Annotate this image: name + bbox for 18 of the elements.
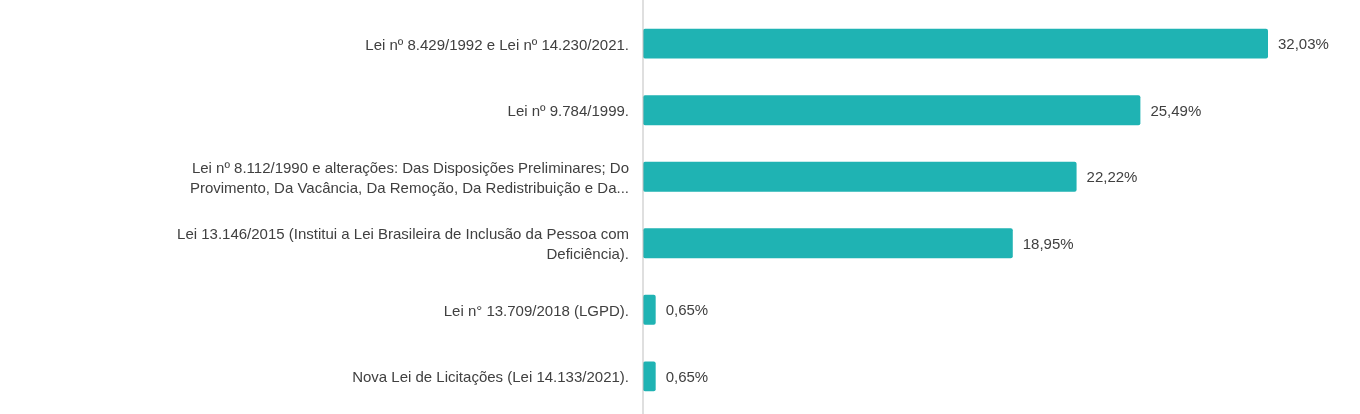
data-label: 32,03% bbox=[1278, 35, 1329, 53]
y-tick-label: Nova Lei de Licitações (Lei 14.133/2021). bbox=[352, 367, 629, 385]
bar bbox=[643, 28, 1268, 59]
y-tick-label: Lei nº 9.784/1999. bbox=[507, 101, 629, 119]
y-tick-label: Lei n° 13.709/2018 (LGPD). bbox=[443, 301, 629, 319]
y-tick-label: Lei 13.146/2015 (Institui a Lei Brasileira de Inclusão da Pessoa com Deficiência). bbox=[177, 224, 629, 262]
data-label: 0,65% bbox=[665, 301, 709, 319]
bar bbox=[643, 361, 656, 392]
data-label: 0,65% bbox=[665, 367, 709, 385]
data-label: 25,49% bbox=[1150, 101, 1202, 119]
y-tick-label: Lei nº 8.429/1992 e Lei nº 14.230/2021. bbox=[365, 35, 629, 53]
bar bbox=[643, 161, 1077, 192]
data-label: 22,22% bbox=[1086, 168, 1138, 186]
y-tick-label: Lei nº 8.112/1990 e alterações: Das Disposições Preliminares; Do Provimento, Da Vacância, Da Remoção, Da Redistribuição e Da... bbox=[189, 158, 629, 196]
bar bbox=[643, 95, 1141, 126]
data-label: 18,95% bbox=[1022, 234, 1074, 252]
bar bbox=[643, 228, 1013, 259]
bar bbox=[643, 294, 656, 325]
